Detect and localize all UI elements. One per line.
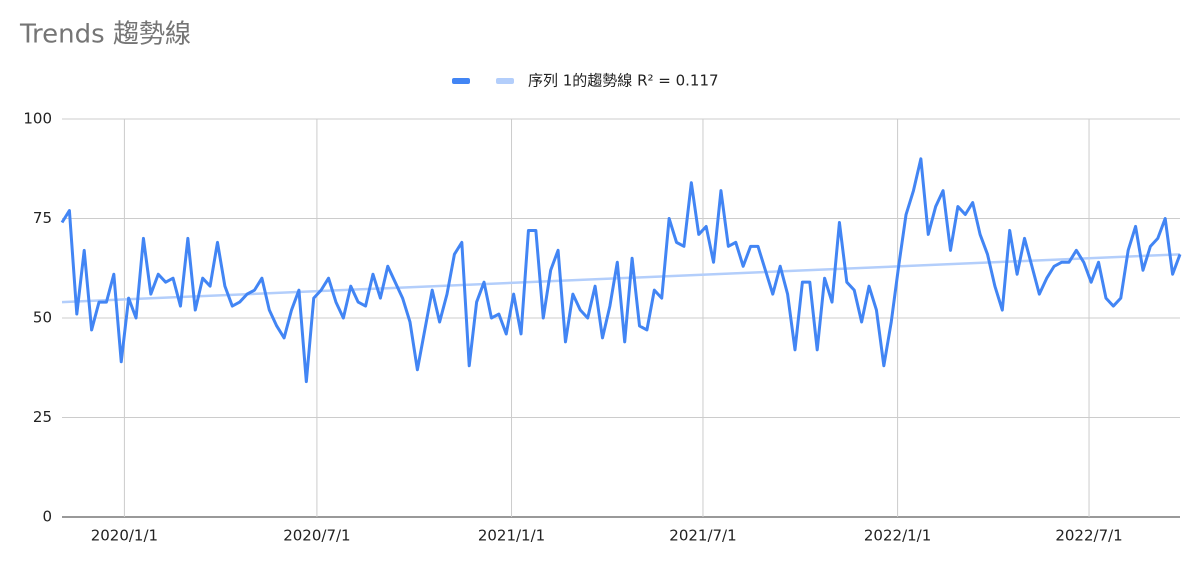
y-tick-label: 75 [33, 209, 52, 227]
x-tick-label: 2021/1/1 [478, 527, 545, 545]
chart-title: Trends 趨勢線 [19, 20, 191, 50]
x-tick-label: 2022/1/1 [864, 527, 931, 545]
y-tick-label: 25 [33, 408, 52, 426]
x-tick-label: 2020/7/1 [283, 527, 350, 545]
y-tick-label: 50 [33, 309, 52, 327]
data-line [60, 157, 1182, 384]
x-tick-label: 2021/7/1 [669, 527, 736, 545]
x-tick-label: 2022/7/1 [1055, 527, 1122, 545]
y-tick-label: 0 [42, 508, 52, 526]
legend-label: 序列 1的趨勢線 R² = 0.117 [528, 72, 719, 90]
y-tick-label: 100 [23, 110, 52, 128]
legend-swatch [496, 78, 514, 84]
x-tick-label: 2020/1/1 [91, 527, 158, 545]
legend-swatch [452, 78, 470, 84]
